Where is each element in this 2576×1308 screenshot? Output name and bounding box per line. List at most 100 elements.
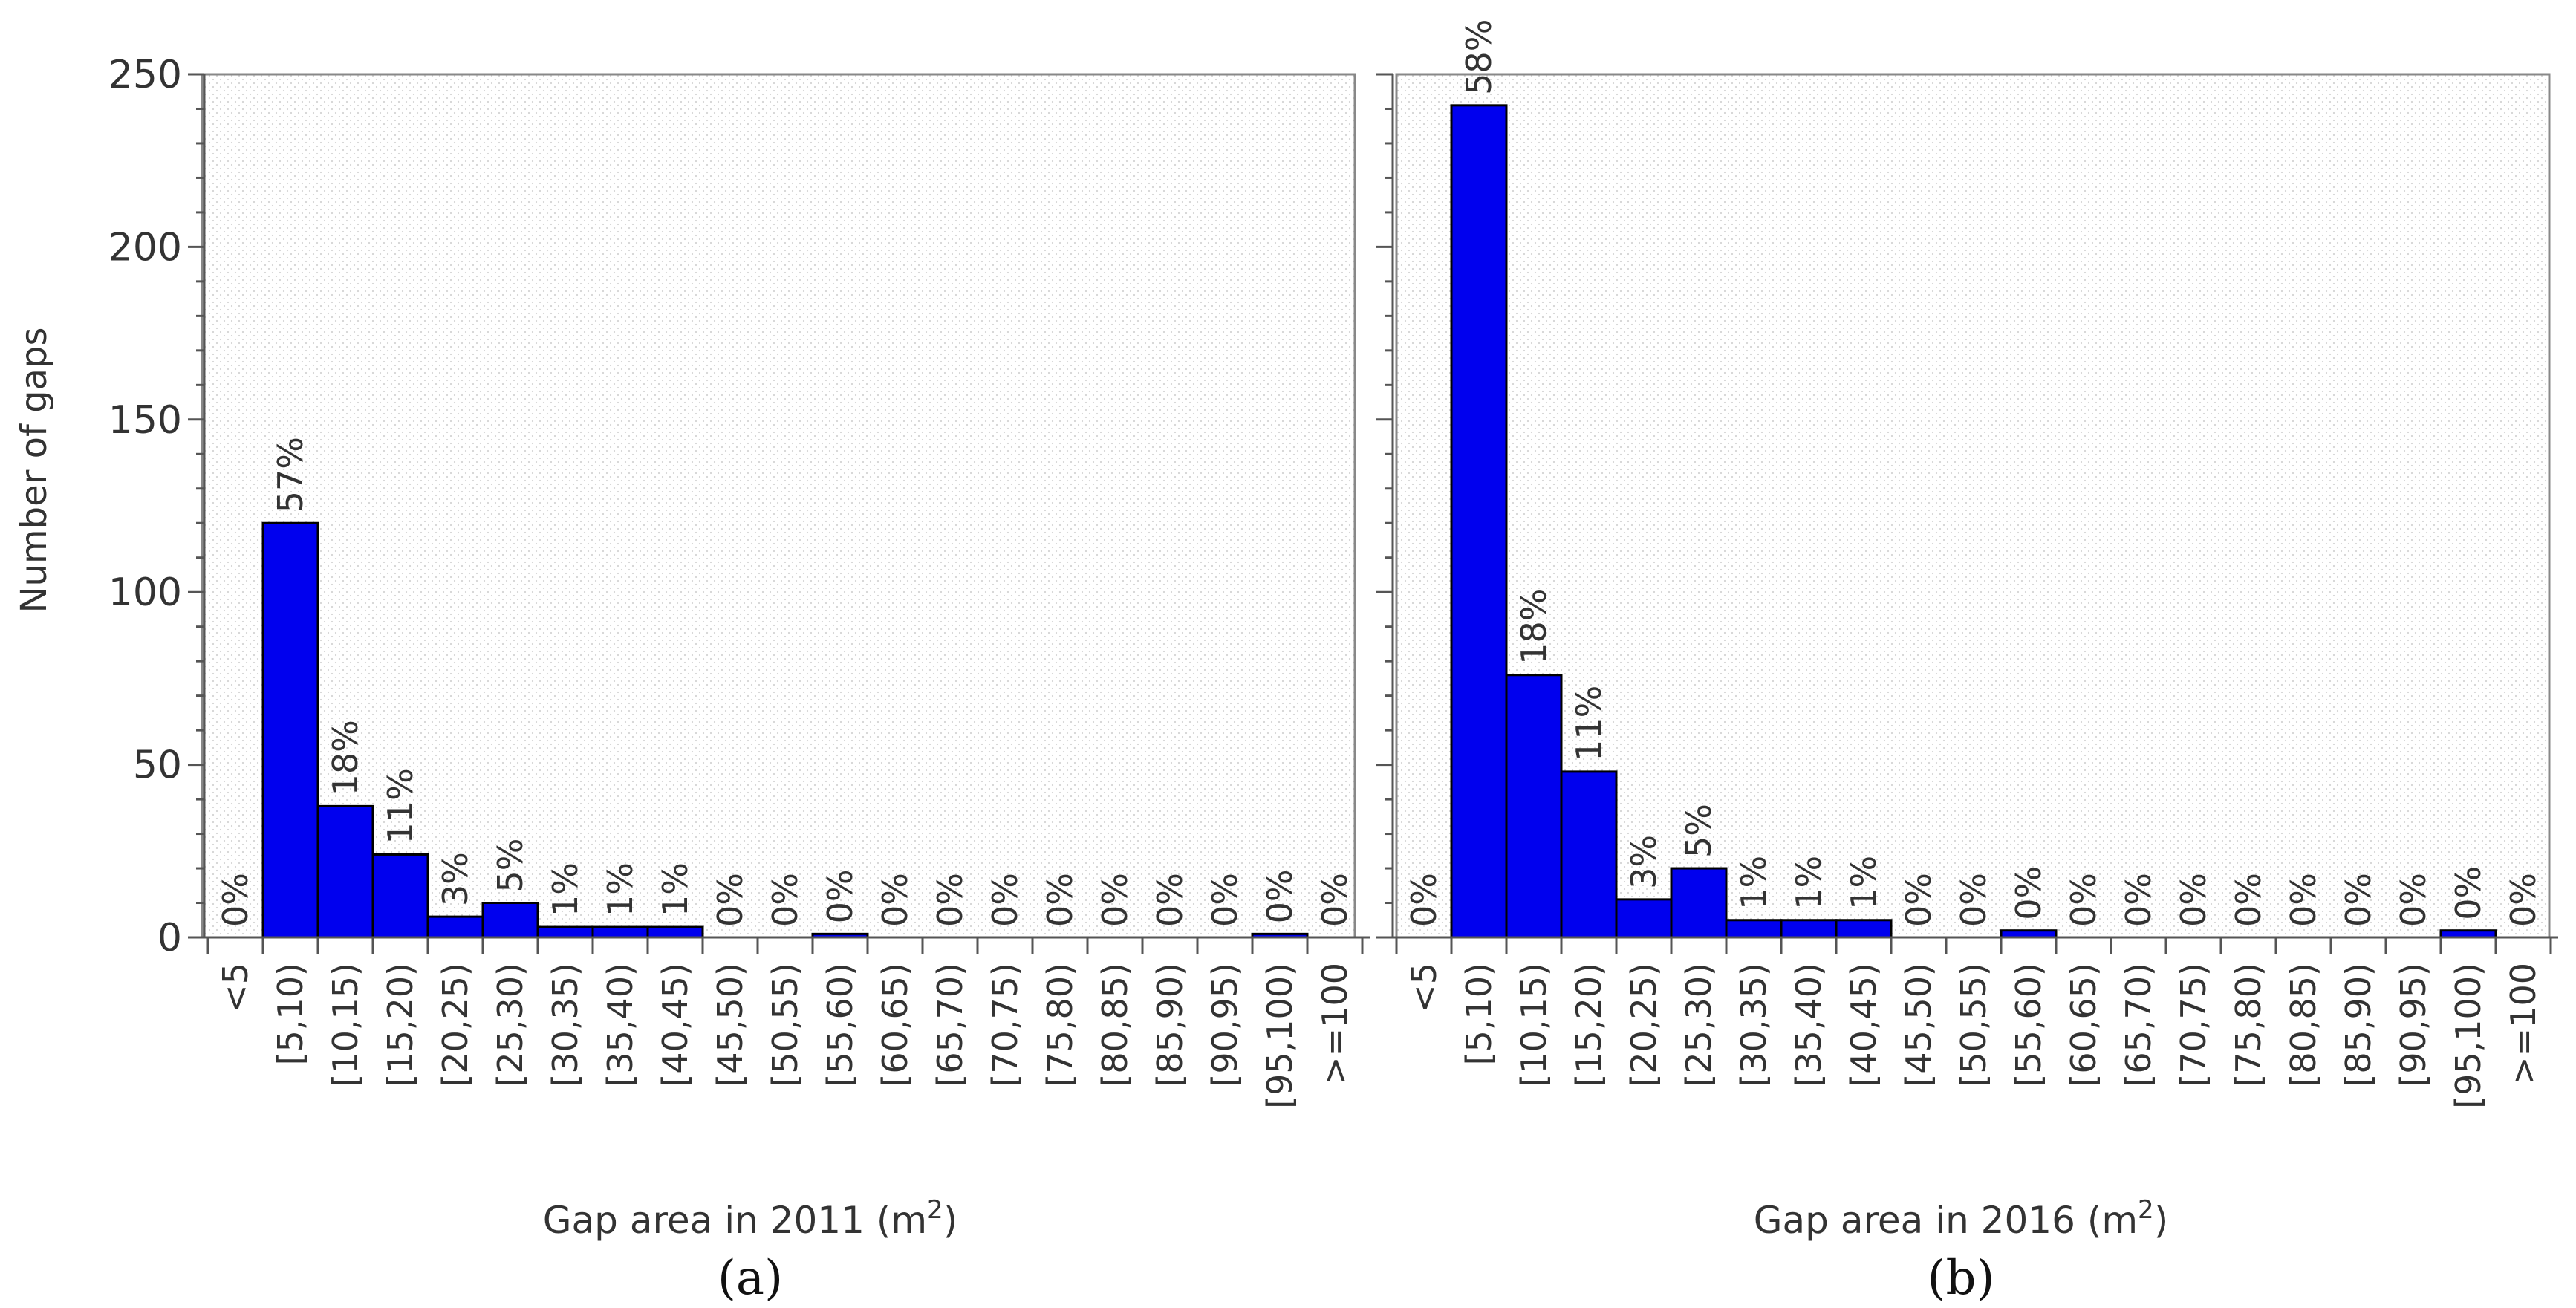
x-tick-label: [35,40) <box>600 963 640 1087</box>
bar <box>316 804 374 939</box>
percent-label: 0% <box>2448 866 2488 920</box>
x-axis-a: <5 [5,10) [10,15) [15,20) [20,25) [25,30) [30,… <box>197 936 1370 1109</box>
plot-area-a <box>201 73 1356 939</box>
x-tick-label: [55,60) <box>2009 963 2049 1087</box>
x-tick-label: [65,70) <box>2118 963 2159 1087</box>
x-tick-label: [70,75) <box>2173 963 2214 1087</box>
x-tick-label: [35,40) <box>1789 963 1829 1087</box>
percent-label: 0% <box>1404 873 1444 927</box>
percent-label: 1% <box>545 862 585 917</box>
percent-label: 0% <box>1260 869 1300 923</box>
x-tick-label: [45,50) <box>1899 963 1939 1087</box>
x-tick-label: [5,10) <box>1459 963 1499 1065</box>
percent-label: 1% <box>1789 856 1829 910</box>
percent-label: 11% <box>1569 686 1609 761</box>
x-tick-label: [20,25) <box>435 963 475 1087</box>
x-tick-label: [95,100) <box>2448 963 2488 1109</box>
percent-label: 3% <box>435 852 475 906</box>
x-tick-label: [40,45) <box>655 963 695 1087</box>
percent-label: 5% <box>1679 804 1719 858</box>
x-axis-title-b: Gap area in 2016 (m2) <box>1754 1195 2168 1242</box>
x-tick-label: [5,10) <box>270 963 310 1065</box>
percent-label: 18% <box>325 720 365 795</box>
chart-panel-b: 0% 58% 18% 11% 3% 5% 1% 1% 1% 0% 0% 0% 0% 0% 0% 0% 0% 0% 0… <box>1376 19 2558 1306</box>
percent-label: 0% <box>2009 866 2049 920</box>
x-tick-label: [80,85) <box>2283 963 2323 1087</box>
percent-label: 0% <box>1095 873 1135 927</box>
x-axis-b: <5 [5,10) [10,15) [15,20) [20,25) [25,30) [30,… <box>1385 936 2558 1109</box>
percent-label: 0% <box>2503 873 2543 927</box>
y-axis-b <box>1376 73 1394 939</box>
x-tick-label: [95,100) <box>1260 963 1300 1109</box>
y-tick-label: 0 <box>157 916 182 960</box>
percent-label: 0% <box>2173 873 2214 927</box>
panel-caption-b: (b) <box>1928 1251 1995 1306</box>
x-tick-label: [75,80) <box>2228 963 2268 1087</box>
percent-label: 0% <box>1205 873 1245 927</box>
bar <box>1505 674 1563 939</box>
percent-label: 57% <box>270 437 310 513</box>
percent-label: 1% <box>655 862 695 917</box>
x-tick-label: <5 <box>1404 963 1444 1013</box>
x-tick-label: [10,15) <box>325 963 365 1087</box>
percent-label: 0% <box>710 873 750 927</box>
y-tick-label: 150 <box>108 398 182 443</box>
x-tick-label: [90,95) <box>2393 963 2433 1087</box>
x-tick-label: [20,25) <box>1624 963 1664 1087</box>
bar <box>371 853 429 939</box>
x-tick-label: [60,65) <box>875 963 915 1087</box>
percent-labels-b: 0% 58% 18% 11% 3% 5% 1% 1% 1% 0% 0% 0% 0% 0% 0% 0% 0% 0% 0… <box>1404 19 2543 927</box>
x-tick-label: <5 <box>215 963 256 1013</box>
x-tick-label: [50,55) <box>765 963 805 1087</box>
percent-label: 18% <box>1514 589 1554 665</box>
x-tick-label: [55,60) <box>820 963 860 1087</box>
percent-label: 0% <box>215 873 256 927</box>
x-tick-label: [45,50) <box>710 963 750 1087</box>
x-tick-label: [50,55) <box>1954 963 1994 1087</box>
percent-label: 0% <box>1150 873 1190 927</box>
y-tick-label: 200 <box>108 225 182 270</box>
percent-label: 5% <box>490 839 530 893</box>
bar <box>1450 104 1508 939</box>
x-tick-label: [15,20) <box>380 963 420 1087</box>
x-tick-label: [40,45) <box>1844 963 1884 1087</box>
x-tick-label: [25,30) <box>1679 963 1719 1087</box>
percent-label: 3% <box>1624 835 1664 889</box>
x-tick-label: [30,35) <box>1734 963 1774 1087</box>
percent-label: 0% <box>875 873 915 927</box>
percent-label: 0% <box>1954 873 1994 927</box>
percent-label: 1% <box>600 862 640 917</box>
y-axis-a: 0 50 100 150 200 250 <box>108 53 206 960</box>
x-tick-label: [80,85) <box>1095 963 1135 1087</box>
percent-label: 1% <box>1734 856 1774 910</box>
bar <box>1615 898 1673 939</box>
percent-label: 0% <box>765 873 805 927</box>
x-tick-label: [85,90) <box>2338 963 2378 1087</box>
x-tick-label: [90,95) <box>1205 963 1245 1087</box>
bar <box>261 521 319 939</box>
percent-label: 11% <box>380 768 420 844</box>
x-axis-title-a: Gap area in 2011 (m2) <box>543 1195 957 1242</box>
percent-label: 0% <box>2228 873 2268 927</box>
percent-label: 0% <box>2393 873 2433 927</box>
bar <box>591 925 649 939</box>
percent-label: 58% <box>1459 19 1499 95</box>
percent-label: 0% <box>820 869 860 923</box>
bar <box>1670 867 1728 939</box>
bar <box>426 915 484 939</box>
x-tick-label: [30,35) <box>545 963 585 1087</box>
percent-labels-a: 0% 57% 18% 11% 3% 5% 1% 1% 1% 0% 0% 0% 0% 0% 0% 0% 0% 0% 0… <box>215 437 1355 927</box>
x-tick-label: [25,30) <box>490 963 530 1087</box>
x-tick-label: [85,90) <box>1150 963 1190 1087</box>
x-tick-label: [65,70) <box>930 963 970 1087</box>
percent-label: 1% <box>1844 856 1884 910</box>
percent-label: 0% <box>2063 873 2104 927</box>
bars-a <box>261 521 1309 939</box>
bar <box>481 902 539 939</box>
bar <box>1725 919 1783 939</box>
bar <box>1780 919 1838 939</box>
x-tick-label: >=100 <box>2503 963 2543 1085</box>
percent-label: 0% <box>1315 873 1355 927</box>
percent-label: 0% <box>1899 873 1939 927</box>
